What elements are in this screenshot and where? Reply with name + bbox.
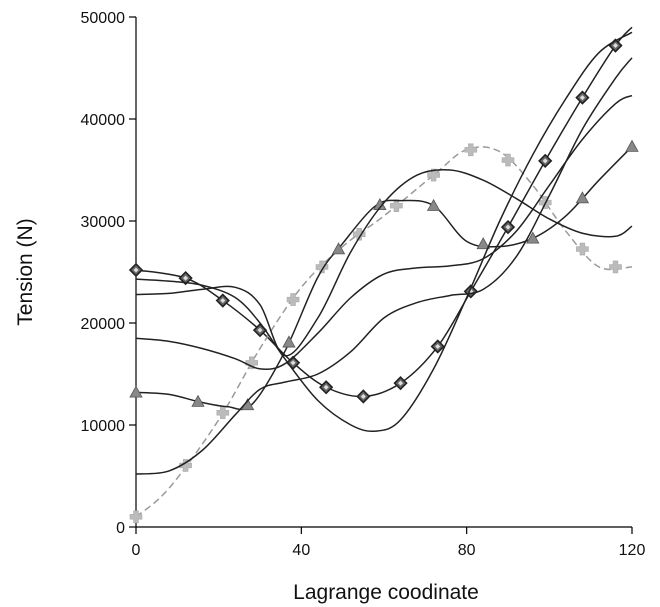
series-1-marker-14-inner — [612, 43, 618, 49]
series-3-marker-7 — [426, 198, 441, 211]
axes: 0 10000 20000 30000 40000 50000 0 40 80 120 — [81, 10, 646, 559]
series-3-marker-9 — [526, 231, 540, 244]
series-3-marker-10 — [575, 191, 590, 204]
series-2-marker-3 — [216, 406, 230, 420]
series-2-marker-6 — [315, 260, 329, 274]
series-3-marker-5 — [331, 242, 346, 255]
labels-layer: Lagrange coodinate Tension (N) — [14, 218, 479, 604]
series-6 — [135, 94, 633, 371]
series-1-marker-1-inner — [133, 267, 139, 273]
y-axis-title: Tension (N) — [14, 218, 37, 325]
series-1-marker-9-inner — [435, 343, 441, 349]
series-2-marker-9 — [427, 168, 440, 182]
x-tick-label: 120 — [619, 542, 646, 559]
series-1-marker-6-inner — [323, 384, 329, 390]
series-4-line — [135, 31, 633, 433]
series-1 — [128, 26, 633, 404]
series-3-marker-1 — [129, 385, 143, 398]
series-4 — [135, 31, 633, 433]
series-2-marker-11 — [501, 153, 515, 167]
series-1-line — [135, 26, 633, 398]
series-3-marker-2 — [191, 394, 205, 407]
series-6-line — [135, 94, 633, 371]
series-3-line — [135, 146, 633, 411]
series-5 — [135, 168, 633, 357]
y-tick-label: 20000 — [81, 316, 126, 333]
series-1-marker-8-inner — [398, 380, 404, 386]
series-2-marker-8 — [390, 199, 403, 212]
series-3-marker-8 — [476, 237, 490, 250]
series-1-marker-5-inner — [290, 360, 296, 366]
y-tick-label: 40000 — [81, 112, 126, 129]
series-2-marker-1 — [129, 510, 143, 524]
series-1-marker-12-inner — [542, 158, 548, 164]
y-tick-label: 30000 — [81, 214, 126, 231]
series-1-marker-7-inner — [360, 393, 366, 399]
series-1-marker-3-inner — [220, 298, 226, 304]
y-tick-label: 10000 — [81, 418, 126, 435]
series-1-marker-2-inner — [183, 275, 189, 281]
x-tick-label: 0 — [132, 542, 141, 559]
series-7-line — [135, 57, 633, 475]
series-1-marker-4-inner — [257, 327, 263, 333]
y-tick-label: 50000 — [81, 10, 126, 27]
series-layer — [128, 26, 639, 524]
series-3-marker-4 — [282, 335, 296, 348]
series-2-marker-7 — [352, 227, 366, 241]
series-3 — [129, 139, 639, 411]
y-tick-label: 0 — [116, 520, 125, 537]
series-2-marker-2 — [179, 459, 192, 472]
x-axis-title: Lagrange coodinate — [293, 581, 479, 604]
series-1-marker-13-inner — [579, 95, 585, 101]
x-tick-label: 40 — [292, 542, 310, 559]
series-2-marker-5 — [286, 293, 300, 306]
series-5-line — [135, 168, 633, 357]
series-3-marker-11 — [625, 139, 639, 152]
series-2-marker-10 — [464, 143, 478, 157]
series-7 — [135, 57, 633, 475]
series-2-marker-14 — [609, 260, 622, 274]
series-1-marker-11-inner — [505, 224, 511, 230]
x-tick-label: 80 — [458, 542, 476, 559]
series-2-marker-4 — [245, 356, 259, 370]
series-2-marker-13 — [576, 242, 589, 256]
